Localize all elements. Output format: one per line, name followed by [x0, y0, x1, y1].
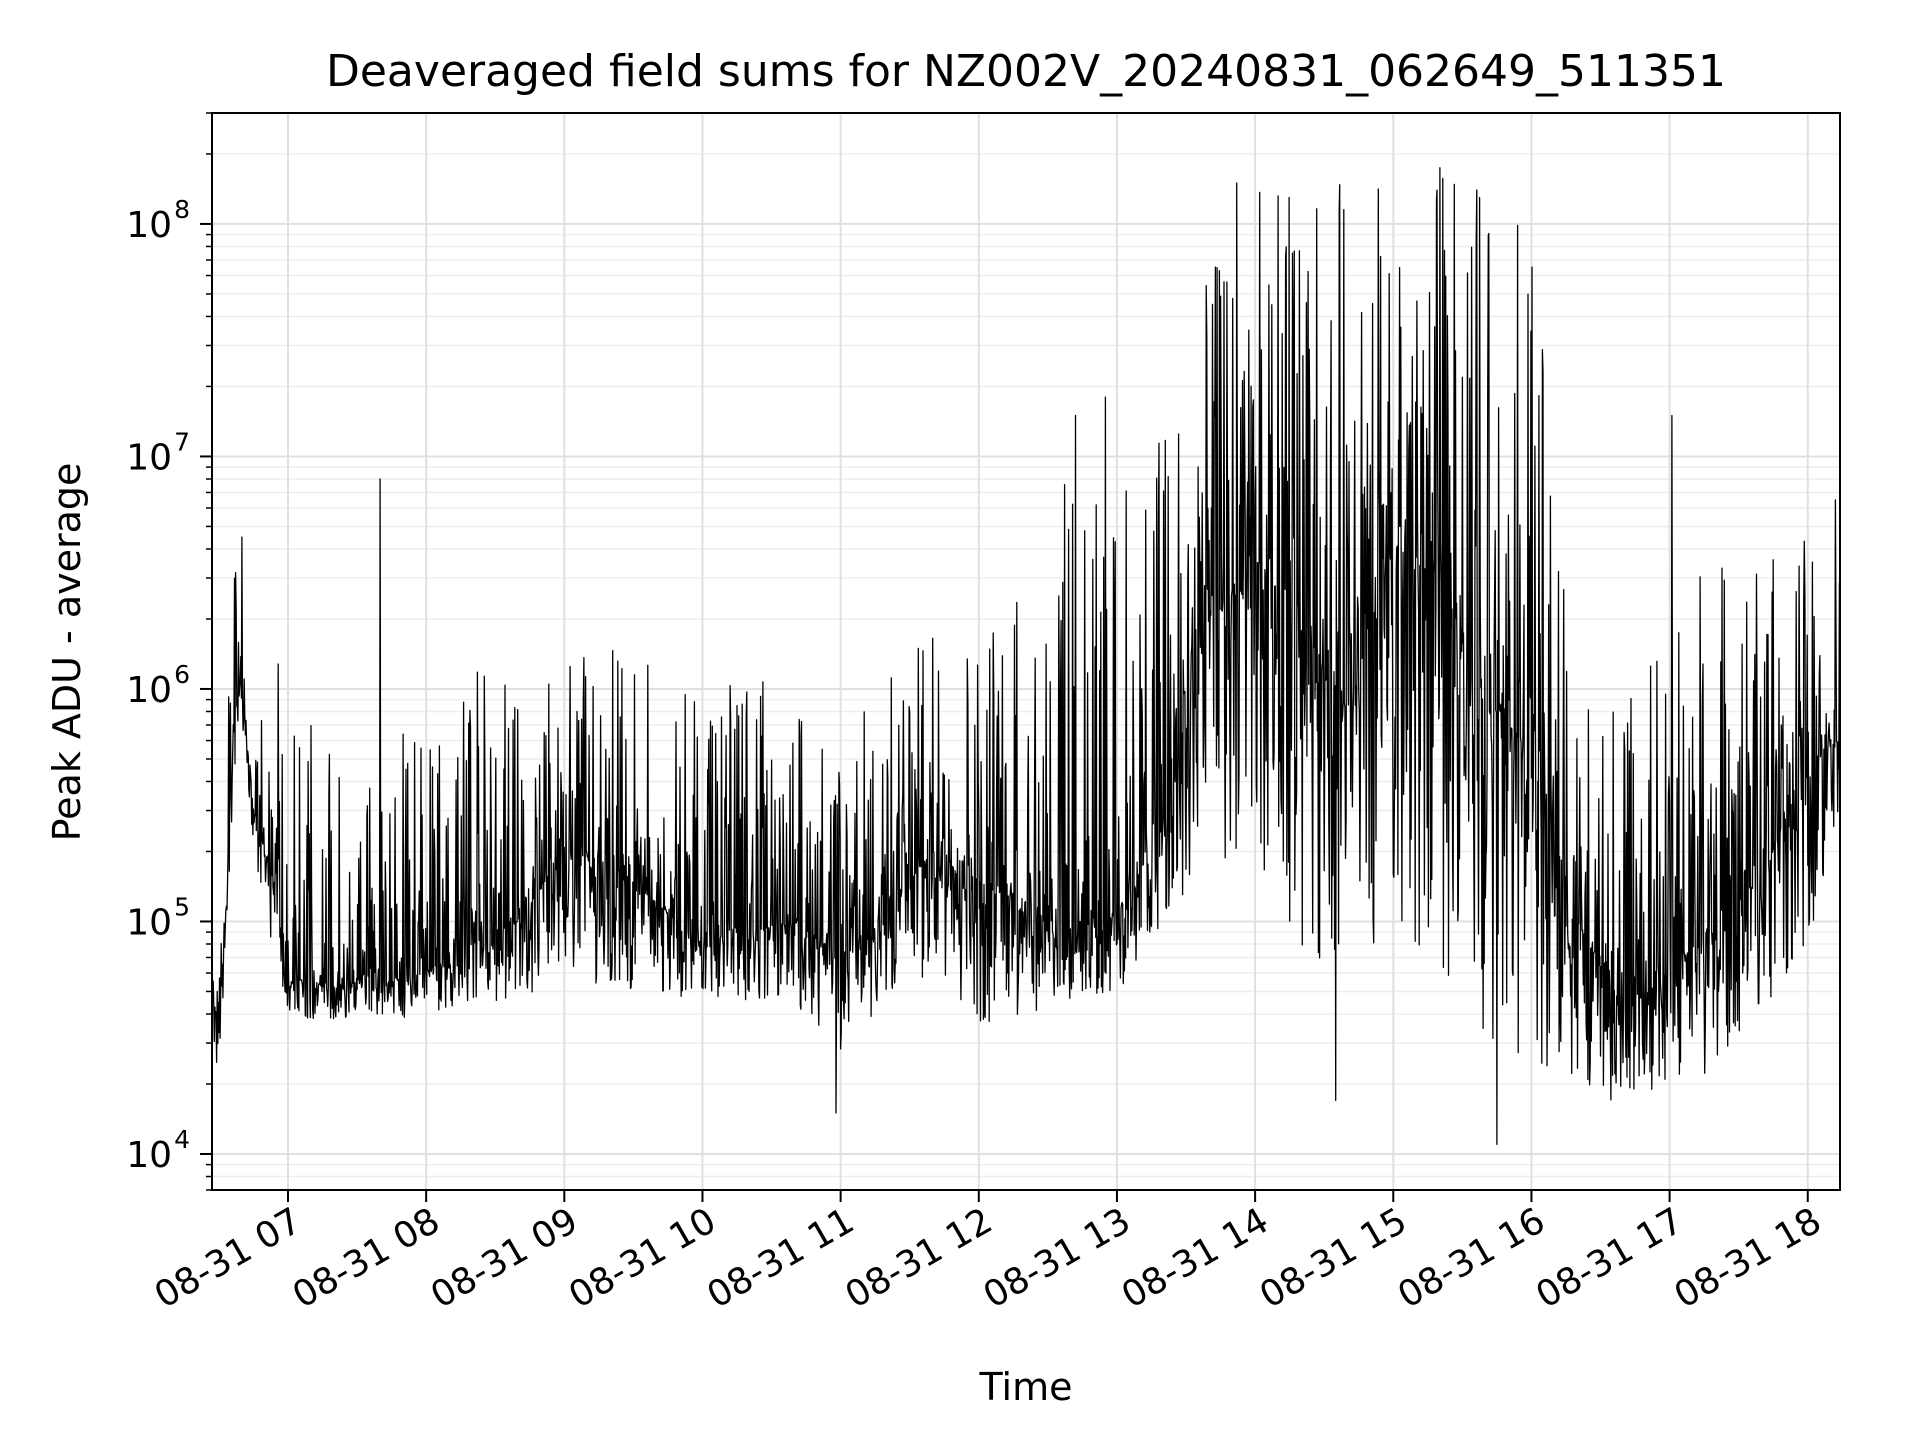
- series-line: [211, 167, 1841, 1146]
- y-tick-label: 10: [126, 670, 172, 711]
- y-tick-label: 10: [126, 1135, 172, 1176]
- y-tick-exponent: 5: [174, 892, 190, 921]
- y-tick-label: 10: [126, 205, 172, 246]
- y-axis-label: Peak ADU - average: [45, 463, 89, 842]
- x-axis-label: Time: [979, 1365, 1073, 1409]
- y-tick-label: 10: [126, 902, 172, 943]
- plot-frame: [211, 112, 1841, 1191]
- y-tick-exponent: 7: [174, 427, 190, 456]
- y-tick-exponent: 8: [174, 195, 190, 224]
- data-series: [211, 167, 1841, 1146]
- y-tick-label: 10: [126, 437, 172, 478]
- y-tick-exponent: 6: [174, 660, 190, 689]
- y-tick-exponent: 4: [174, 1125, 190, 1154]
- chart-title: Deaveraged field sums for NZ002V_2024083…: [326, 46, 1726, 97]
